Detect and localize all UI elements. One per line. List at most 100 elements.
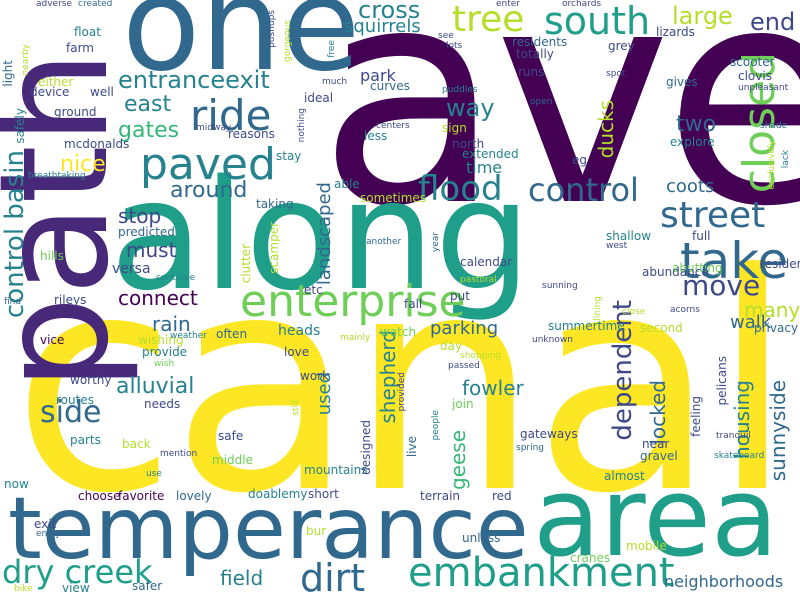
- word-clutter: continue: [156, 273, 196, 283]
- word-safe: middle: [212, 453, 253, 467]
- word-enjoy: bike: [14, 584, 33, 594]
- word-lots: lots: [446, 41, 463, 51]
- word-unless: cranes: [570, 551, 611, 565]
- word-nice: nice: [60, 152, 106, 177]
- word-less: less: [364, 129, 388, 143]
- word-south: south: [544, 0, 651, 43]
- word-put: calendar: [460, 255, 513, 269]
- word-sunnyside: sunnyside: [766, 380, 790, 482]
- word-gates: gates: [118, 118, 180, 143]
- word-canal: canal: [12, 210, 794, 559]
- word-geese: geese: [446, 430, 470, 491]
- word-scooter: scooter: [730, 55, 775, 69]
- word-pushups: pushups: [267, 10, 277, 48]
- word-shade: shade: [760, 121, 788, 131]
- word-shallow: west: [606, 241, 628, 251]
- word-mobile: red: [492, 489, 512, 503]
- word-alluvial: alluvial: [116, 374, 195, 399]
- word-back: safe: [218, 429, 244, 443]
- word-wishing: weather: [170, 331, 207, 341]
- word-entranceexit: entranceexit: [118, 66, 270, 94]
- word-landscaped: safer: [132, 579, 163, 593]
- word-temperance: temperance: [8, 479, 529, 579]
- word-day: shopping: [460, 351, 502, 361]
- word-year: pastoral: [460, 275, 497, 285]
- word-explore: explore: [670, 135, 715, 149]
- word-paved: paved: [140, 139, 276, 190]
- word-ground: ground: [54, 105, 97, 119]
- word-take: take: [680, 232, 789, 290]
- word-street: street: [660, 195, 766, 236]
- word-nothing: nothing: [297, 108, 307, 143]
- word-control: control: [528, 171, 639, 209]
- word-vice: rileys: [54, 293, 87, 307]
- word-much: much: [322, 77, 348, 87]
- word-wish: wishing: [138, 333, 184, 347]
- word-continue: landscaped: [314, 182, 335, 286]
- word-privacy: pelicans: [715, 356, 729, 406]
- word-north: north: [452, 137, 485, 151]
- word-enterprise: enterprise: [240, 276, 466, 327]
- word-tranquil: skateboard: [714, 451, 765, 461]
- word-provided: still: [291, 400, 301, 416]
- word-gives: gives: [666, 75, 698, 89]
- word-able: taking: [256, 197, 294, 211]
- word-spot: spot: [606, 69, 626, 79]
- word-east: east: [124, 92, 172, 117]
- word-watch: etc: [304, 283, 323, 297]
- word-one: one: [122, 0, 361, 100]
- word-cranes: mobile: [626, 539, 667, 553]
- word-west: abundance: [642, 265, 709, 279]
- word-residents: residents: [512, 35, 568, 49]
- word-pelicans: feeling: [689, 396, 703, 437]
- word-grey: grey: [608, 39, 635, 53]
- word-orchards: orchards: [562, 0, 602, 9]
- word-well: well: [90, 85, 114, 99]
- word-light: light: [1, 60, 15, 87]
- word-view: bur: [306, 524, 327, 538]
- word-stay: stay: [276, 149, 302, 163]
- word-sign: sign: [442, 121, 467, 135]
- word-use: mention: [160, 449, 198, 459]
- word-breathtaking: breathtaking: [28, 171, 86, 181]
- word-weather: often: [216, 327, 248, 341]
- word-lovely: doablemy: [248, 487, 308, 501]
- word-mcdonalds: mcdonalds: [64, 137, 130, 151]
- word-another: sometimes: [360, 191, 427, 205]
- word-time: time: [466, 158, 503, 177]
- word-ave: ave: [318, 0, 800, 272]
- word-free: free: [327, 40, 337, 58]
- word-area: area: [533, 453, 779, 581]
- word-tree: tree: [452, 0, 525, 40]
- word-safely: safely: [13, 108, 27, 144]
- word-park: park: [360, 66, 396, 85]
- word-unknown: privacy: [754, 321, 799, 335]
- word-ducks: ducks: [594, 100, 618, 159]
- word-skateboard: lack: [781, 150, 791, 169]
- word-must: must: [126, 238, 177, 262]
- word-field: field: [220, 566, 264, 590]
- word-locked: locked: [646, 380, 670, 445]
- word-sometimes: able: [334, 177, 360, 191]
- word-shepherd: shepherd: [376, 330, 400, 424]
- word-bur: unless: [462, 531, 501, 545]
- word-designed: live: [405, 436, 419, 458]
- word-clovis: clovis: [738, 69, 772, 83]
- word-either: either: [38, 75, 74, 89]
- word-residence: full: [692, 229, 711, 243]
- word-flood: flood: [418, 169, 503, 209]
- word-gateways: spring: [516, 443, 545, 453]
- word-people: provided: [397, 372, 407, 412]
- word-summertime: unknown: [532, 335, 573, 345]
- word-find: find: [4, 297, 22, 307]
- word-join: people: [431, 410, 441, 441]
- word-way: way: [446, 94, 495, 122]
- word-two: two: [676, 112, 717, 137]
- word-love: work: [300, 369, 330, 383]
- word-red: terrain: [420, 489, 461, 503]
- word-live: almost: [604, 469, 645, 483]
- word-favorite: lovely: [176, 489, 212, 503]
- word-created: created: [78, 0, 113, 9]
- word-taking: scamper: [267, 222, 281, 274]
- word-parking: parking: [430, 318, 499, 339]
